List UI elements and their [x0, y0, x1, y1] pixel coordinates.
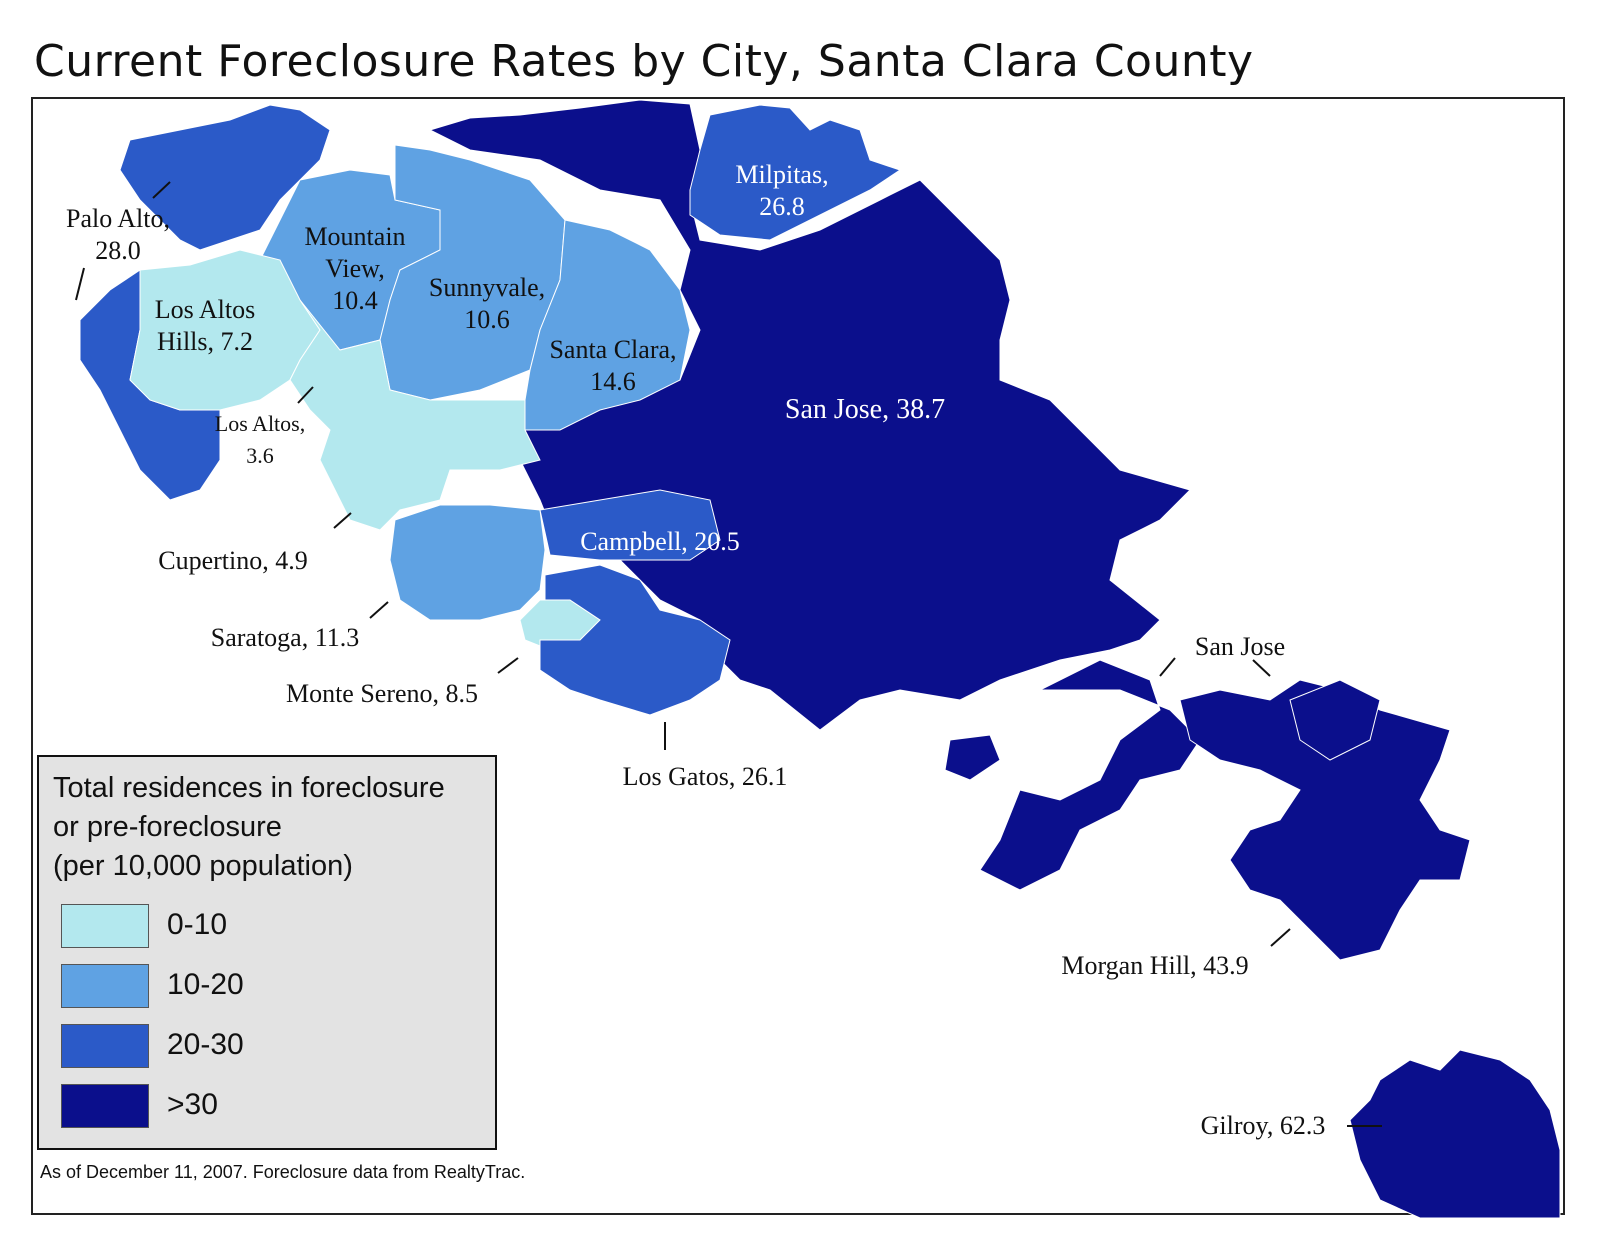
region-morgan-hill-east[interactable] — [1289, 679, 1381, 761]
region-santa-clara[interactable] — [524, 219, 691, 431]
legend-item: 20-30 — [61, 1024, 481, 1068]
label-sunnyvale: Sunnyvale, 10.6 — [428, 273, 546, 334]
legend-title: Total residences in foreclosure or pre-f… — [53, 772, 445, 882]
legend-range-label: >30 — [167, 1088, 218, 1121]
label-gilroy: Gilroy, 62.3 — [1200, 1111, 1326, 1140]
region-saratoga[interactable] — [389, 504, 546, 621]
region-palo-alto[interactable] — [119, 104, 331, 251]
leader-lines — [75, 181, 1382, 1127]
region-san-jose-patch[interactable] — [944, 734, 1001, 781]
legend-range-label: 0-10 — [167, 908, 228, 941]
label-milpitas: Milpitas, 26.8 — [735, 160, 829, 221]
legend-swatch — [61, 1024, 149, 1068]
legend-item: 0-10 — [61, 904, 481, 948]
label-monte-sereno: Monte Sereno, 8.5 — [285, 679, 479, 708]
label-santa-clara: Santa Clara, 14.6 — [549, 335, 677, 396]
label-san-jose: San Jose, 38.7 — [784, 394, 946, 425]
label-cupertino: Cupertino, 4.9 — [158, 546, 308, 575]
map-title: Current Foreclosure Rates by City, Santa… — [34, 36, 1254, 87]
legend-swatch — [61, 964, 149, 1008]
region-milpitas[interactable] — [689, 104, 902, 241]
region-cupertino[interactable] — [289, 299, 541, 531]
legend: Total residences in foreclosure or pre-f… — [37, 755, 497, 1150]
map-frame — [31, 97, 1565, 1215]
legend-range-label: 20-30 — [167, 1028, 244, 1061]
legend-item: 10-20 — [61, 964, 481, 1008]
region-los-gatos[interactable] — [539, 564, 731, 716]
region-sunnyvale[interactable] — [379, 144, 566, 401]
label-morgan-hill: Morgan Hill, 43.9 — [1061, 951, 1249, 980]
label-campbell: Campbell, 20.5 — [580, 527, 740, 556]
legend-range-label: 10-20 — [167, 968, 244, 1001]
label-palo-alto: Palo Alto, 28.0 — [65, 204, 170, 265]
region-campbell[interactable] — [539, 489, 721, 561]
label-saratoga: Saratoga, 11.3 — [210, 623, 360, 652]
label-los-altos: Los Altos, 3.6 — [214, 411, 306, 468]
legend-swatch — [61, 1084, 149, 1128]
region-san-jose-south[interactable] — [979, 659, 1201, 891]
region-gilroy[interactable] — [1349, 1049, 1561, 1219]
label-san-jose-south: San Jose — [1194, 632, 1286, 661]
label-los-gatos: Los Gatos, 26.1 — [622, 762, 788, 791]
source-note: As of December 11, 2007. Foreclosure dat… — [40, 1162, 526, 1182]
label-los-altos-hills: Los Altos Hills, 7.2 — [154, 295, 256, 356]
label-mountain-view: Mountain View, 10.4 — [304, 222, 406, 315]
legend-swatch — [61, 904, 149, 948]
legend-item: >30 — [61, 1084, 481, 1128]
